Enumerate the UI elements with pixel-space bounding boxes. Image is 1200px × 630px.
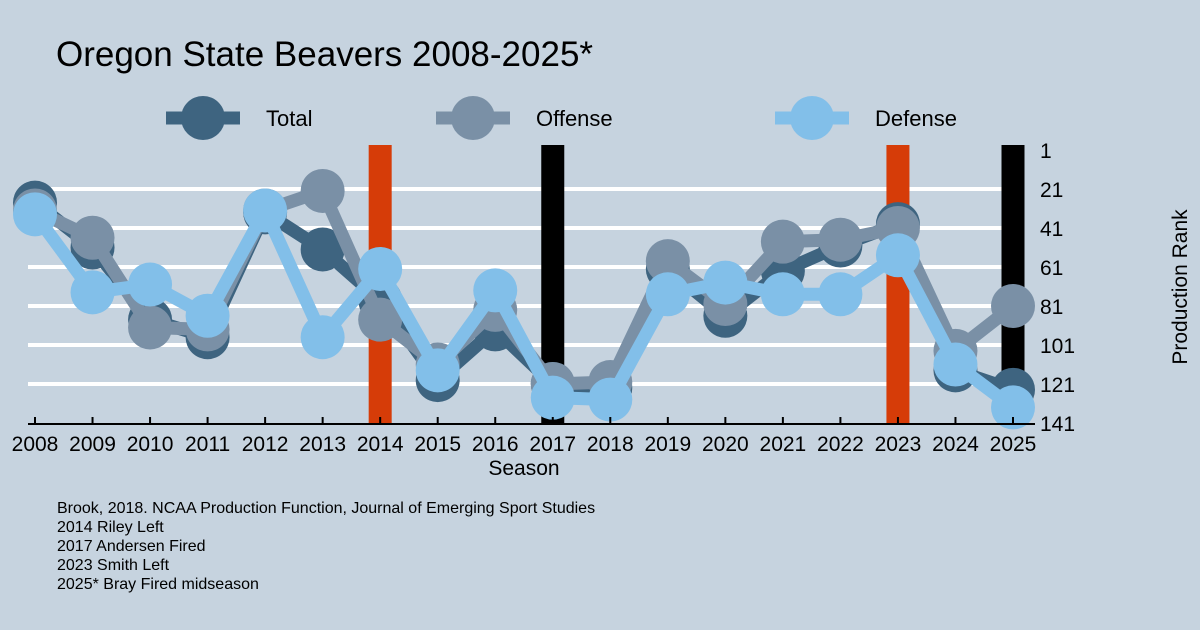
note-line: 2025* Bray Fired midseason: [57, 576, 259, 593]
data-point: [760, 272, 805, 317]
note-line: 2014 Riley Left: [57, 519, 164, 536]
data-point: [128, 305, 173, 350]
data-point: [128, 262, 173, 307]
x-tick-label: 2011: [185, 433, 230, 456]
x-tick-label: 2017: [529, 433, 576, 456]
chart-title: Oregon State Beavers 2008-2025*: [56, 35, 593, 74]
legend: Total Offense Defense: [166, 96, 957, 140]
x-tick-label: 2015: [414, 433, 461, 456]
data-point: [760, 219, 805, 264]
data-point: [415, 348, 460, 393]
legend-label-defense: Defense: [875, 106, 957, 131]
data-point: [300, 168, 345, 213]
legend-marker-total: [181, 96, 225, 140]
data-point: [818, 217, 863, 262]
data-point: [358, 246, 403, 291]
data-point: [473, 268, 518, 313]
y-axis-label: Production Rank: [1169, 209, 1192, 365]
x-tick-label: 2012: [242, 433, 289, 456]
y-tick-label: 121: [1040, 374, 1075, 397]
data-point: [185, 293, 230, 338]
x-tick-label: 2020: [702, 433, 749, 456]
legend-marker-defense: [790, 96, 834, 140]
data-point: [588, 377, 633, 422]
data-point: [703, 260, 748, 305]
x-tick-label: 2019: [644, 433, 691, 456]
note-line: Brook, 2018. NCAA Production Function, J…: [57, 500, 596, 517]
x-tick-label: 2009: [69, 433, 116, 456]
series-lines: [13, 168, 1035, 430]
x-tick-label: 2025: [990, 433, 1037, 456]
x-tick-label: 2022: [817, 433, 864, 456]
data-point: [358, 297, 403, 342]
note-line: 2017 Andersen Fired: [57, 538, 206, 555]
x-tick-label: 2010: [127, 433, 174, 456]
data-point: [991, 284, 1035, 328]
x-tick-label: 2018: [587, 433, 634, 456]
data-point: [875, 233, 920, 278]
data-point: [70, 215, 115, 260]
data-point: [300, 227, 345, 272]
y-tick-label: 41: [1040, 218, 1063, 241]
y-tick-label: 101: [1040, 335, 1075, 358]
data-point: [645, 272, 690, 317]
y-tick-label: 1: [1040, 140, 1052, 163]
data-point: [13, 192, 57, 237]
event-bar-2017: [541, 145, 565, 423]
note-line: 2023 Smith Left: [57, 557, 170, 574]
y-tick-label: 141: [1040, 413, 1075, 436]
series-defense: [13, 188, 1035, 430]
y-tick-label: 61: [1040, 257, 1063, 280]
x-tick-label: 2013: [299, 433, 346, 456]
source-notes: Brook, 2018. NCAA Production Function, J…: [57, 499, 595, 594]
legend-label-total: Total: [266, 106, 312, 131]
data-point: [818, 272, 863, 317]
y-tick-label: 81: [1040, 296, 1063, 319]
legend-marker-offense: [451, 96, 495, 140]
data-point: [243, 188, 288, 233]
y-tick-label: 21: [1040, 179, 1063, 202]
data-point: [530, 375, 575, 420]
x-tick-label: 2014: [357, 433, 404, 456]
data-point: [645, 239, 690, 284]
x-tick-label: 2023: [875, 433, 922, 456]
data-point: [933, 342, 978, 387]
x-tick-label: 2021: [760, 433, 807, 456]
x-axis-label: Season: [488, 457, 559, 480]
data-point: [300, 315, 345, 360]
data-point: [70, 270, 115, 315]
x-tick-label: 2016: [472, 433, 519, 456]
x-tick-label: 2008: [12, 433, 59, 456]
x-tick-label: 2024: [932, 433, 979, 456]
data-point: [991, 385, 1035, 430]
legend-label-offense: Offense: [536, 106, 613, 131]
